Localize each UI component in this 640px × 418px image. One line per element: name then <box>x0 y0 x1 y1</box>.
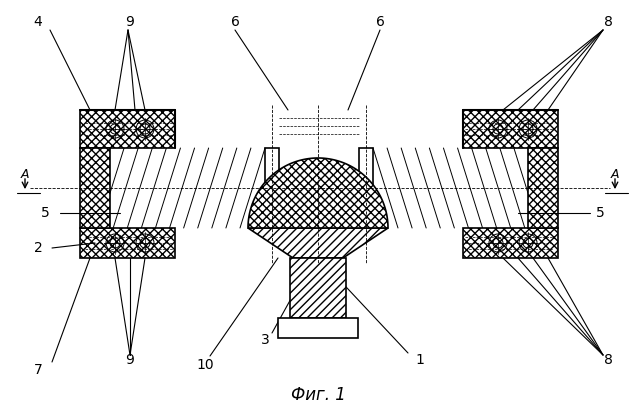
Text: 10: 10 <box>196 358 214 372</box>
Text: 9: 9 <box>125 353 134 367</box>
Text: 6: 6 <box>230 15 239 29</box>
Bar <box>290 258 346 318</box>
Bar <box>265 148 279 228</box>
Text: 8: 8 <box>604 353 612 367</box>
Text: 4: 4 <box>34 15 42 29</box>
Text: 9: 9 <box>125 15 134 29</box>
Text: 8: 8 <box>604 15 612 29</box>
Bar <box>463 110 558 148</box>
Text: А: А <box>20 168 29 181</box>
Polygon shape <box>248 158 388 228</box>
Bar <box>278 318 358 338</box>
Bar <box>359 148 373 228</box>
Bar <box>528 148 558 228</box>
Text: А: А <box>611 168 620 181</box>
Text: 3: 3 <box>260 333 269 347</box>
Bar <box>80 110 175 148</box>
Text: 7: 7 <box>34 363 42 377</box>
Bar <box>463 228 558 258</box>
Text: 6: 6 <box>376 15 385 29</box>
Polygon shape <box>248 228 388 258</box>
Text: Фиг. 1: Фиг. 1 <box>291 386 346 404</box>
Text: 5: 5 <box>40 206 49 220</box>
Text: 5: 5 <box>596 206 604 220</box>
Bar <box>80 228 175 258</box>
Text: 1: 1 <box>415 353 424 367</box>
Text: 2: 2 <box>34 241 42 255</box>
Bar <box>80 148 110 228</box>
